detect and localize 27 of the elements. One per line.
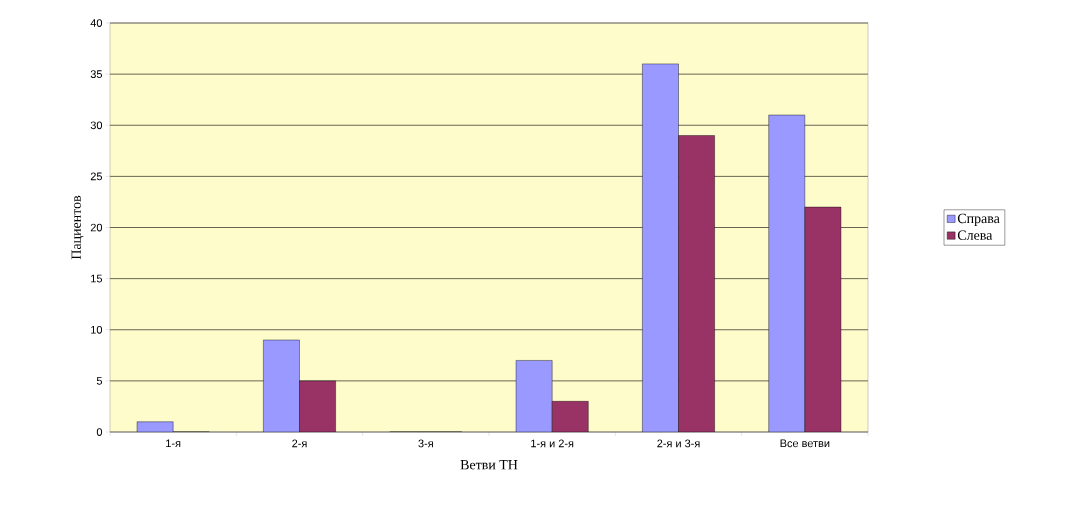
y-tick-label: 10 [91, 325, 103, 334]
x-tick-label: 3-я [418, 439, 433, 448]
y-tick-label: 5 [96, 377, 103, 385]
y-tick-label: 35 [90, 70, 103, 79]
bar [299, 380, 336, 432]
bar [263, 339, 300, 432]
x-tick-label: Все ветви [780, 439, 830, 448]
y-tick-label: 25 [90, 172, 103, 181]
bar [678, 135, 715, 432]
bar [515, 360, 553, 432]
x-tick-label: 1-я и 2-я [531, 439, 574, 448]
y-tick-label: 40 [90, 19, 103, 27]
x-axis-title: Ветви ТН [460, 460, 518, 470]
bar [642, 63, 679, 432]
y-tick-label: 15 [91, 274, 103, 283]
x-tick-label: 2-я [292, 439, 307, 448]
bar [768, 114, 806, 432]
legend-label: Слева [957, 230, 993, 240]
y-axis-title: Пациентов [71, 195, 84, 260]
bar [551, 401, 589, 432]
y-tick-label: 30 [90, 121, 103, 130]
x-tick-label: 2-я и 3-я [657, 439, 700, 448]
bar [804, 206, 842, 432]
y-tick-label: 20 [90, 223, 103, 232]
y-tick-label: 0 [96, 428, 103, 436]
legend-label: Справа [957, 213, 1000, 226]
x-tick-label: 1-я [166, 439, 181, 448]
